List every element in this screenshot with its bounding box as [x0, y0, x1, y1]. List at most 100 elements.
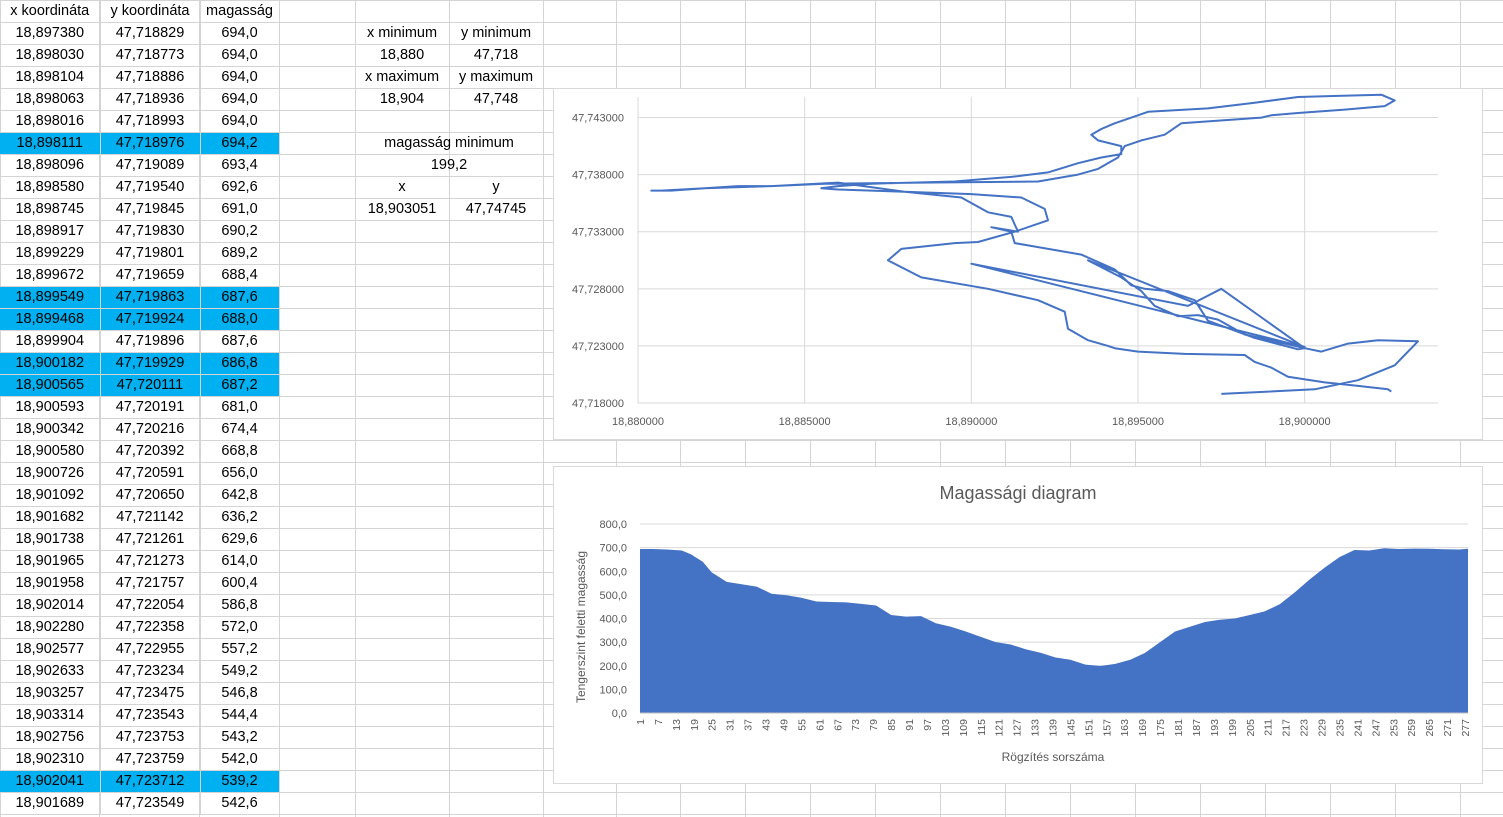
y-label[interactable]: y [492, 179, 500, 195]
cell-y[interactable]: 47,720591 [100, 462, 201, 485]
cell-x[interactable]: 18,901682 [0, 506, 101, 529]
x-maximum-value[interactable]: 18,904 [379, 91, 425, 107]
cell-y[interactable]: 47,723712 [100, 770, 201, 793]
cell-altitude[interactable]: 687,6 [200, 330, 280, 353]
cell-y[interactable]: 47,721142 [100, 506, 201, 529]
cell-altitude[interactable]: 674,4 [200, 418, 280, 441]
cell-x[interactable]: 18,899904 [0, 330, 101, 353]
cell-x[interactable]: 18,898063 [0, 88, 101, 111]
cell-altitude[interactable]: 614,0 [200, 550, 280, 573]
cell-x[interactable]: 18,900593 [0, 396, 101, 419]
cell-altitude[interactable]: 586,8 [200, 594, 280, 617]
cell-x[interactable]: 18,898111 [0, 132, 101, 155]
cell-x[interactable]: 18,898016 [0, 110, 101, 133]
x-maximum-label[interactable]: x maximum [364, 69, 440, 85]
cell-altitude[interactable]: 542,0 [200, 748, 280, 771]
cell-x[interactable]: 18,898745 [0, 198, 101, 221]
cell-y[interactable]: 47,723475 [100, 682, 201, 705]
y-minimum-label[interactable]: y minimum [460, 25, 532, 41]
cell-y[interactable]: 47,722955 [100, 638, 201, 661]
cell-y[interactable]: 47,718993 [100, 110, 201, 133]
cell-x[interactable]: 18,898917 [0, 220, 101, 243]
cell-x[interactable]: 18,902633 [0, 660, 101, 683]
cell-x[interactable]: 18,900565 [0, 374, 101, 397]
cell-altitude[interactable]: 687,6 [200, 286, 280, 309]
cell-y[interactable]: 47,723549 [100, 792, 201, 815]
cell-y[interactable]: 47,719924 [100, 308, 201, 331]
x-label[interactable]: x [398, 179, 406, 195]
cell-altitude[interactable]: 694,0 [200, 22, 280, 45]
cell-x[interactable]: 18,897380 [0, 22, 101, 45]
cell-y[interactable]: 47,720650 [100, 484, 201, 507]
cell-altitude[interactable]: 694,0 [200, 44, 280, 67]
cell-altitude[interactable]: 688,0 [200, 308, 280, 331]
y-minimum-value[interactable]: 47,718 [473, 47, 519, 63]
x-minimum-value[interactable]: 18,880 [379, 47, 425, 63]
cell-x[interactable]: 18,898030 [0, 44, 101, 67]
cell-altitude[interactable]: 656,0 [200, 462, 280, 485]
cell-altitude[interactable]: 539,2 [200, 770, 280, 793]
cell-altitude[interactable]: 544,4 [200, 704, 280, 727]
altitude-minimum-value[interactable]: 199,2 [430, 157, 468, 173]
cell-x[interactable]: 18,902577 [0, 638, 101, 661]
cell-y[interactable]: 47,723234 [100, 660, 201, 683]
cell-x[interactable]: 18,900726 [0, 462, 101, 485]
cell-y[interactable]: 47,718936 [100, 88, 201, 111]
cell-y[interactable]: 47,720111 [100, 374, 201, 397]
cell-x[interactable]: 18,902041 [0, 770, 101, 793]
elevation-chart[interactable]: Magassági diagram Rögzítés sorszáma Teng… [553, 466, 1483, 784]
cell-x[interactable]: 18,899549 [0, 286, 101, 309]
cell-altitude[interactable]: 694,0 [200, 110, 280, 133]
cell-y[interactable]: 47,723543 [100, 704, 201, 727]
cell-y[interactable]: 47,718829 [100, 22, 201, 45]
cell-y[interactable]: 47,720392 [100, 440, 201, 463]
cell-x[interactable]: 18,900580 [0, 440, 101, 463]
y-maximum-label[interactable]: y maximum [458, 69, 534, 85]
cell-y[interactable]: 47,721273 [100, 550, 201, 573]
y-value[interactable]: 47,74745 [465, 201, 527, 217]
cell-altitude[interactable]: 546,8 [200, 682, 280, 705]
cell-altitude[interactable]: 572,0 [200, 616, 280, 639]
cell-y[interactable]: 47,719845 [100, 198, 201, 221]
cell-x[interactable]: 18,900182 [0, 352, 101, 375]
cell-altitude[interactable]: 543,2 [200, 726, 280, 749]
x-value[interactable]: 18,903051 [367, 201, 437, 217]
cell-x[interactable]: 18,901689 [0, 792, 101, 815]
cell-altitude[interactable]: 636,2 [200, 506, 280, 529]
cell-altitude[interactable]: 557,2 [200, 638, 280, 661]
header-y-coordinate[interactable]: y koordináta [100, 0, 201, 23]
cell-y[interactable]: 47,718773 [100, 44, 201, 67]
cell-x[interactable]: 18,899672 [0, 264, 101, 287]
cell-x[interactable]: 18,903314 [0, 704, 101, 727]
cell-y[interactable]: 47,721757 [100, 572, 201, 595]
cell-y[interactable]: 47,719863 [100, 286, 201, 309]
cell-altitude[interactable]: 694,0 [200, 88, 280, 111]
cell-x[interactable]: 18,898096 [0, 154, 101, 177]
cell-y[interactable]: 47,718976 [100, 132, 201, 155]
header-altitude[interactable]: magasság [200, 0, 280, 23]
cell-altitude[interactable]: 686,8 [200, 352, 280, 375]
cell-x[interactable]: 18,901958 [0, 572, 101, 595]
cell-altitude[interactable]: 687,2 [200, 374, 280, 397]
cell-y[interactable]: 47,719089 [100, 154, 201, 177]
cell-y[interactable]: 47,720191 [100, 396, 201, 419]
cell-altitude[interactable]: 692,6 [200, 176, 280, 199]
cell-x[interactable]: 18,901092 [0, 484, 101, 507]
cell-altitude[interactable]: 681,0 [200, 396, 280, 419]
cell-x[interactable]: 18,900342 [0, 418, 101, 441]
cell-x[interactable]: 18,899229 [0, 242, 101, 265]
cell-altitude[interactable]: 694,2 [200, 132, 280, 155]
cell-altitude[interactable]: 691,0 [200, 198, 280, 221]
x-minimum-label[interactable]: x minimum [366, 25, 438, 41]
cell-y[interactable]: 47,721261 [100, 528, 201, 551]
cell-x[interactable]: 18,901965 [0, 550, 101, 573]
cell-y[interactable]: 47,718886 [100, 66, 201, 89]
header-x-coordinate[interactable]: x koordináta [0, 0, 101, 23]
cell-y[interactable]: 47,719896 [100, 330, 201, 353]
cell-x[interactable]: 18,902756 [0, 726, 101, 749]
cell-altitude[interactable]: 542,6 [200, 792, 280, 815]
route-chart[interactable]: 18,880000 18,885000 18,890000 18,895000 18,9… [553, 88, 1483, 440]
cell-altitude[interactable]: 642,8 [200, 484, 280, 507]
cell-y[interactable]: 47,719830 [100, 220, 201, 243]
cell-altitude[interactable]: 549,2 [200, 660, 280, 683]
